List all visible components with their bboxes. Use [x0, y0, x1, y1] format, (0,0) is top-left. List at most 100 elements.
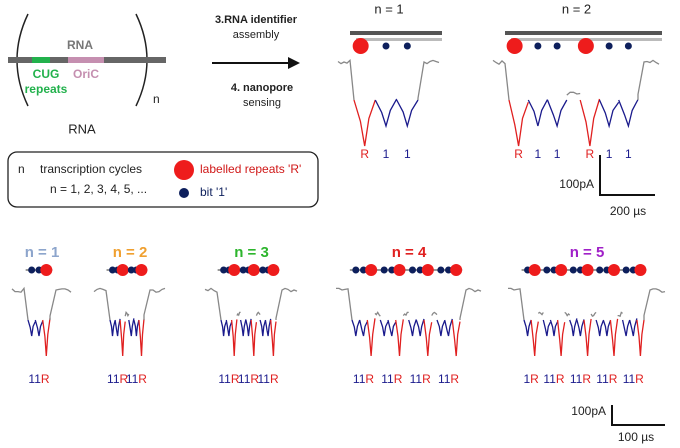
trace [590, 311, 597, 318]
repeat-dot [40, 264, 53, 276]
step-label: 3.RNA identifier [215, 14, 298, 26]
bit-dot [359, 266, 367, 274]
repeat-label: R [609, 372, 618, 386]
bit-label: 11 [543, 372, 556, 386]
bit-dot [416, 266, 424, 274]
bit-label: 1 [523, 372, 530, 386]
trace [264, 318, 272, 337]
event-label: 11R [381, 372, 402, 386]
trace [374, 98, 398, 129]
scale-bar [611, 405, 665, 426]
repeat-label: R [635, 372, 644, 386]
trace [359, 319, 368, 337]
repeat-dot [421, 264, 434, 276]
legend-text: labelled repeats 'R' [200, 162, 301, 176]
trace [119, 319, 126, 357]
trace [508, 287, 525, 321]
oric-segment [68, 57, 104, 63]
bit-dot [596, 266, 604, 274]
trace [637, 59, 660, 100]
scale-label: 100 µs [618, 430, 654, 444]
strand-bar [350, 31, 442, 35]
repeat-dot [577, 38, 594, 54]
repeat-label: R [365, 372, 374, 386]
repeat-dot [634, 264, 647, 276]
event-label: 11R [410, 372, 431, 386]
repeat-label: R [270, 372, 279, 386]
repeat-dot [450, 264, 463, 276]
panel-title: n = 2 [562, 1, 591, 16]
trace [27, 319, 36, 337]
trace [527, 99, 549, 127]
legend-bit-icon [179, 188, 189, 198]
trace [530, 319, 539, 357]
event-label: 1 [606, 147, 613, 161]
repeat-dot [581, 264, 594, 276]
trace [546, 99, 568, 129]
bit-dot [569, 266, 577, 274]
repeat-label: R [250, 372, 259, 386]
trace [259, 319, 267, 337]
trace [523, 319, 532, 337]
bit-label: 11 [107, 372, 120, 386]
trace [225, 319, 233, 337]
event-label: 11R [28, 372, 49, 386]
bit-dot [543, 266, 551, 274]
legend-text: n = 1, 2, 3, 4, 5, ... [50, 182, 147, 196]
trace [617, 311, 623, 318]
bit-dot [388, 266, 396, 274]
trace [114, 318, 121, 337]
scale-bar [599, 155, 655, 196]
trace [492, 59, 510, 101]
repeat-dot [116, 264, 129, 276]
bit-dot [622, 266, 630, 274]
bit-label: 11 [570, 372, 583, 386]
oric-label: OriC [73, 67, 99, 81]
panel-title: n = 1 [25, 244, 60, 261]
trace [374, 311, 381, 317]
event-label: 1 [535, 147, 542, 161]
panel-title: n = 5 [570, 244, 605, 261]
trace [598, 99, 620, 129]
trace [556, 319, 566, 357]
trace [629, 318, 638, 337]
trace [402, 311, 409, 317]
trace [49, 288, 72, 320]
repeat-label: R [394, 372, 403, 386]
trace [133, 319, 140, 337]
scale-label: 100pA [571, 404, 606, 418]
trace [621, 319, 631, 337]
trace [566, 91, 581, 96]
repeat-label: R [422, 372, 431, 386]
event-label: R [360, 147, 369, 161]
trace [415, 318, 425, 337]
arrowhead [288, 57, 300, 69]
event-label: 11R [257, 372, 278, 386]
trace [270, 319, 277, 357]
trace [143, 287, 166, 320]
panel-title: n = 4 [392, 244, 427, 261]
trace [579, 98, 601, 147]
step-label: sensing [243, 97, 281, 109]
repeat-dot [393, 264, 406, 276]
scale-label: 200 µs [610, 204, 646, 218]
trace [569, 318, 578, 337]
repeat-dot [365, 264, 378, 276]
trace [431, 311, 438, 316]
trace [395, 319, 404, 357]
trace [602, 319, 612, 337]
event-label: 11R [218, 372, 239, 386]
repeat-label: R [120, 372, 129, 386]
repeat-label: R [556, 372, 565, 386]
bit-dot [437, 266, 445, 274]
event-label: 1 [625, 147, 632, 161]
repeat-label: R [530, 372, 539, 386]
bit-dot [409, 266, 417, 274]
step-label: assembly [233, 29, 280, 41]
trace [255, 311, 261, 316]
bit-label: 11 [623, 372, 636, 386]
trace [250, 319, 258, 357]
trace [353, 99, 376, 147]
trace [245, 318, 252, 337]
